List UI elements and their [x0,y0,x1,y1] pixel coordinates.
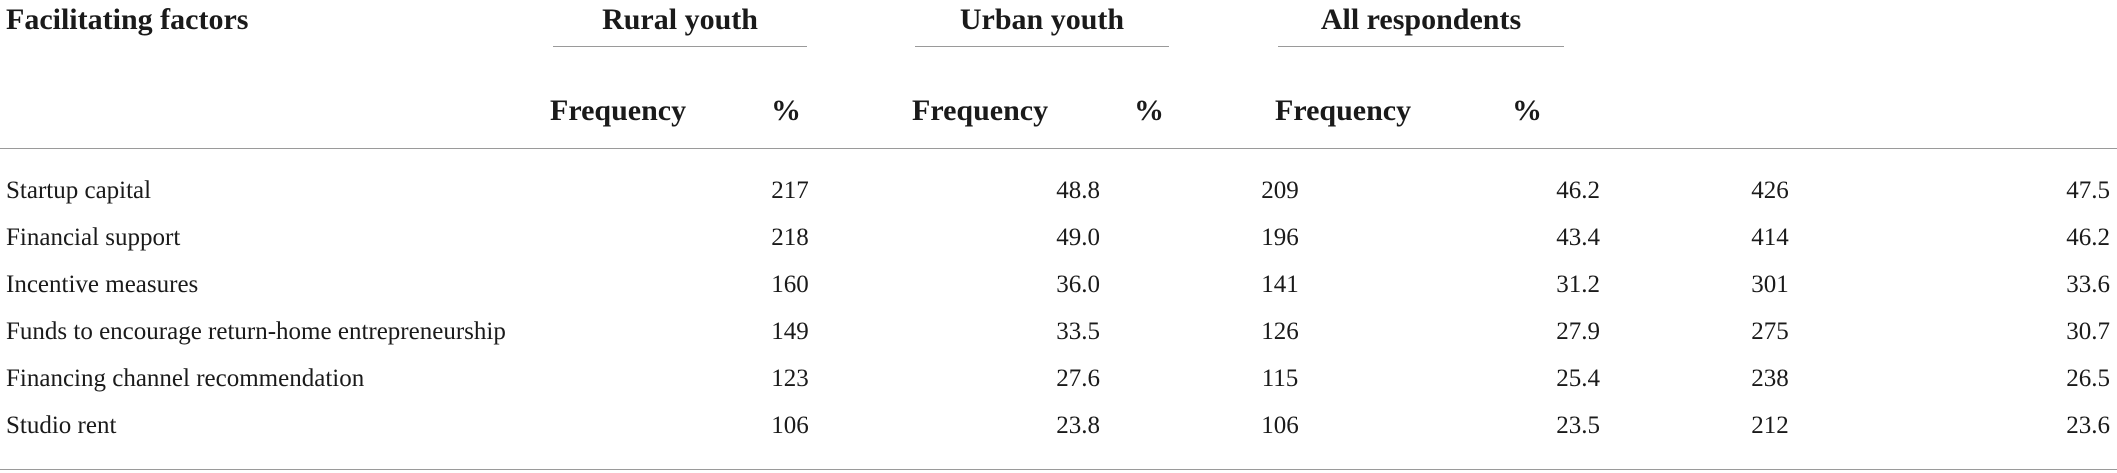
cell-all-frequency: 301 [1751,271,1789,298]
cell-all-frequency: 238 [1751,365,1789,392]
table-row-label: Incentive measures [6,271,199,298]
cell-rural-frequency: 106 [771,412,809,439]
subheader-rural-percent: % [771,94,801,127]
cell-all-frequency: 426 [1751,177,1789,204]
cell-urban-frequency: 141 [1261,271,1299,298]
cell-rural-percent: 33.5 [1056,318,1100,345]
cell-rural-percent: 27.6 [1056,365,1100,392]
group-rule-all [1278,46,1564,47]
cell-urban-percent: 43.4 [1556,224,1600,251]
table-row-label: Studio rent [6,412,117,439]
cell-rural-frequency: 218 [771,224,809,251]
group-rule-urban [915,46,1169,47]
cell-all-frequency: 414 [1751,224,1789,251]
cell-all-frequency: 275 [1751,318,1789,345]
cell-all-percent: 33.6 [2066,271,2110,298]
cell-all-percent: 30.7 [2066,318,2110,345]
cell-rural-frequency: 160 [771,271,809,298]
cell-urban-frequency: 115 [1261,365,1299,392]
table-row-label: Startup capital [6,177,152,204]
cell-urban-percent: 27.9 [1556,318,1600,345]
subheader-all-frequency: Frequency [1275,94,1412,127]
cell-all-percent: 26.5 [2066,365,2110,392]
group-header-rural: Rural youth [602,3,758,36]
cell-urban-frequency: 106 [1261,412,1299,439]
table-row-label: Financing channel recommendation [6,365,365,392]
subheader-urban-frequency: Frequency [912,94,1049,127]
cell-all-frequency: 212 [1751,412,1789,439]
group-header-all: All respondents [1320,3,1522,36]
cell-rural-percent: 48.8 [1056,177,1100,204]
subheader-rural-frequency: Frequency [550,94,687,127]
table-row-label: Financial support [6,224,181,251]
cell-rural-percent: 23.8 [1056,412,1100,439]
subheader-urban-percent: % [1134,94,1164,127]
cell-urban-frequency: 126 [1261,318,1299,345]
cell-all-percent: 23.6 [2066,412,2110,439]
cell-urban-percent: 23.5 [1556,412,1600,439]
cell-all-percent: 46.2 [2066,224,2110,251]
header-rule [0,148,2117,149]
cell-urban-percent: 31.2 [1556,271,1600,298]
cell-urban-frequency: 196 [1261,224,1299,251]
cell-rural-percent: 36.0 [1056,271,1100,298]
group-rule-rural [553,46,807,47]
subheader-all-percent: % [1512,94,1542,127]
cell-all-percent: 47.5 [2066,177,2110,204]
cell-rural-frequency: 217 [771,177,809,204]
group-header-urban: Urban youth [959,3,1125,36]
table-row-label: Funds to encourage return-home entrepren… [6,318,506,345]
cell-urban-percent: 25.4 [1556,365,1600,392]
row-header-label: Facilitating factors [6,3,249,36]
cell-rural-frequency: 123 [771,365,809,392]
cell-rural-frequency: 149 [771,318,809,345]
cell-urban-frequency: 209 [1261,177,1299,204]
cell-rural-percent: 49.0 [1056,224,1100,251]
table-bottom-rule [0,469,2117,470]
cell-urban-percent: 46.2 [1556,177,1600,204]
